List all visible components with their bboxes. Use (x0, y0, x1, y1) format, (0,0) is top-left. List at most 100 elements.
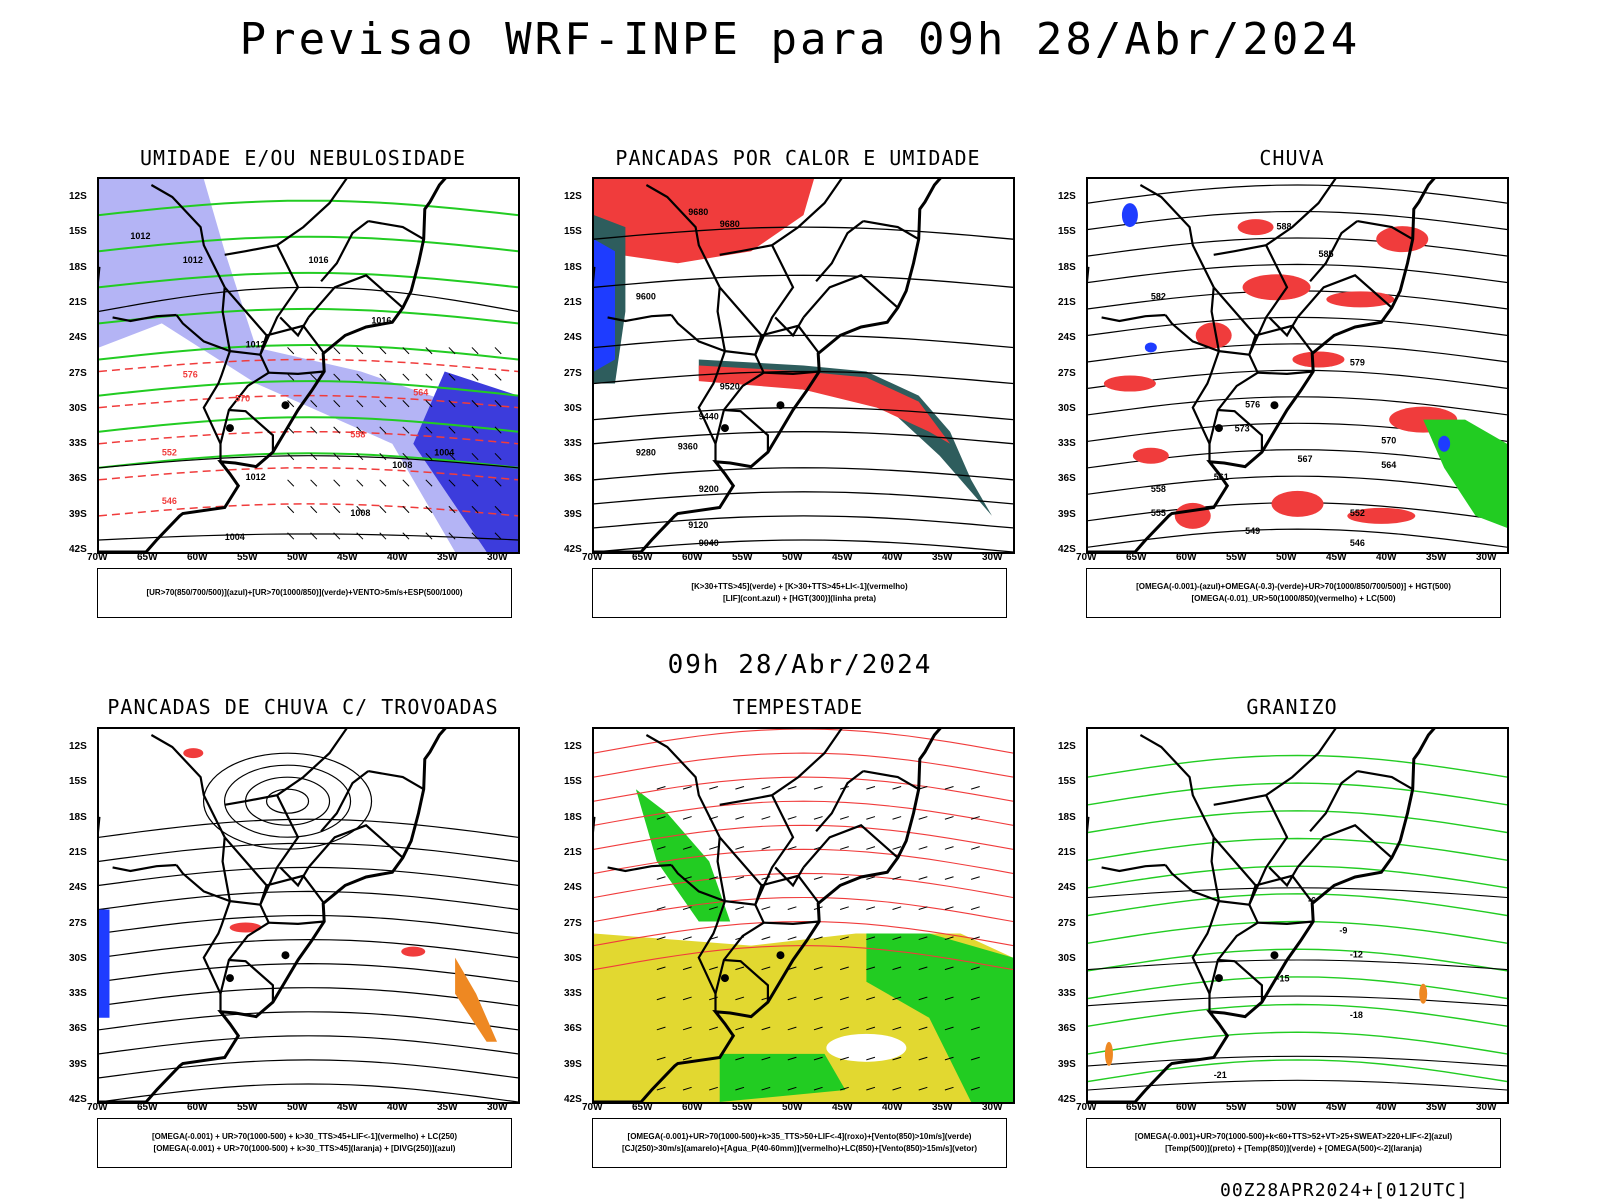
temp-500-contour (1088, 1079, 1507, 1091)
temp-850-contour (1088, 976, 1507, 1000)
border-line (1217, 408, 1263, 453)
wind-vector (787, 996, 797, 1001)
lon-tick-label: 30W (982, 552, 1003, 563)
contour-label: 588 (1277, 222, 1292, 232)
wind-vector (761, 1056, 771, 1061)
wind-vector (310, 347, 318, 355)
streamline (99, 1059, 518, 1079)
lat-tick-label: 15S (1058, 776, 1076, 788)
lat-tick-label: 33S (564, 988, 582, 1000)
wind-vector (892, 996, 902, 1001)
wind-vector (970, 906, 980, 910)
lat-tick-label: 39S (69, 1058, 87, 1070)
map-pancadas-trovoadas-canvas (99, 729, 518, 1102)
lat-tick-label: 33S (1058, 988, 1076, 1000)
wind-vector (761, 936, 771, 941)
wind-vector (970, 996, 980, 1001)
border-line (1208, 354, 1260, 462)
lon-tick-label: 55W (237, 552, 258, 563)
temp-850-contour (1088, 837, 1507, 861)
wind-vector (761, 816, 771, 820)
height-contour (1088, 210, 1507, 231)
border-line (266, 874, 326, 905)
lat-tick-label: 42S (69, 544, 87, 555)
border-line (368, 770, 425, 791)
lat-tick-label: 12S (564, 191, 582, 202)
lat-tick-label: 36S (564, 473, 582, 485)
lon-tick-label: 70W (1076, 552, 1097, 563)
legend-tempestade: [OMEGA(-0.001)+UR>70(1000-500)+k>35_TTS>… (592, 1118, 1007, 1168)
border-line (1191, 900, 1220, 995)
lat-tick-label: 33S (564, 438, 582, 450)
wind-vector (425, 426, 433, 434)
wind-vector (735, 1086, 745, 1091)
legend-line: [K>30+TTS>45](verde) + [K>30+TTS>45+LI<-… (691, 582, 908, 591)
contour-label: 567 (1298, 454, 1313, 464)
pressure-contour (594, 729, 1013, 754)
wind-vector (892, 906, 902, 910)
wind-vector (310, 452, 318, 461)
coastline (99, 179, 447, 552)
lon-tick-label: 50W (782, 552, 803, 563)
contour-label: 552 (1350, 508, 1365, 518)
wind-850-area (719, 1053, 846, 1102)
wind-vector (682, 1056, 692, 1061)
contour-label: 9200 (699, 484, 719, 494)
pressure-contour (594, 920, 1013, 947)
wind-vector (840, 1086, 849, 1091)
border-line (1248, 794, 1289, 906)
contour-label: 582 (1151, 291, 1166, 301)
height-contour (594, 431, 1013, 445)
wind-vector (402, 373, 410, 381)
humidity-low-contour (99, 343, 518, 361)
temp-850-contour (1088, 920, 1507, 944)
streamline (99, 914, 518, 935)
wind-vector (813, 966, 823, 971)
lon-tick-label: 50W (782, 1102, 803, 1113)
border-line (219, 354, 271, 462)
height-contour (594, 467, 1013, 481)
lat-tick-label: 33S (69, 438, 87, 450)
wind-vector (333, 505, 341, 514)
wind-vector (448, 505, 456, 514)
border-line (607, 313, 672, 323)
wind-vector (356, 373, 364, 381)
pressure-contour (594, 872, 1013, 899)
wind-vector (471, 532, 479, 540)
wind-vector (682, 936, 692, 941)
thickness-contour (99, 358, 518, 373)
lon-tick-label: 35W (1426, 1102, 1447, 1113)
lat-tick-label: 30S (69, 952, 87, 964)
wind-vector (892, 876, 902, 880)
wind-vector (866, 846, 876, 850)
border-line (1309, 220, 1358, 283)
lat-tick-label: 27S (564, 917, 582, 929)
wind-vector (425, 400, 433, 408)
lat-tick-label: 18S (69, 261, 87, 273)
border-line (645, 734, 721, 838)
wind-vector (787, 846, 797, 850)
contour-label: -12 (1350, 950, 1363, 960)
wind-vector (425, 452, 433, 461)
legend-umidade: [UR>70(850/700/500)](azul)+[UR>70(1000/8… (97, 568, 512, 618)
k-tts-area (698, 359, 992, 516)
wind-vector (866, 1056, 876, 1061)
wind-vector (944, 816, 954, 820)
lat-tick-label: 30S (69, 402, 87, 414)
lat-tick-label: 30S (1058, 402, 1076, 414)
border-line (1101, 863, 1166, 873)
lon-tick-label: 70W (582, 1102, 603, 1113)
contour-label: 579 (1350, 358, 1365, 368)
border-line (1164, 864, 1220, 903)
height-contour (1088, 184, 1507, 204)
wind-vector (287, 347, 295, 355)
lon-tick-label: 40W (882, 552, 903, 563)
contour-label: 9280 (636, 448, 656, 458)
lat-tick-label: 24S (69, 882, 87, 894)
subtitle-datetime: 09h 28/Abr/2024 (667, 650, 933, 680)
lat-tick-label: 39S (564, 1058, 582, 1070)
wind-vector (944, 846, 954, 850)
wind-vector (471, 373, 479, 381)
wind-vector (402, 347, 410, 355)
border-line (1257, 370, 1314, 376)
